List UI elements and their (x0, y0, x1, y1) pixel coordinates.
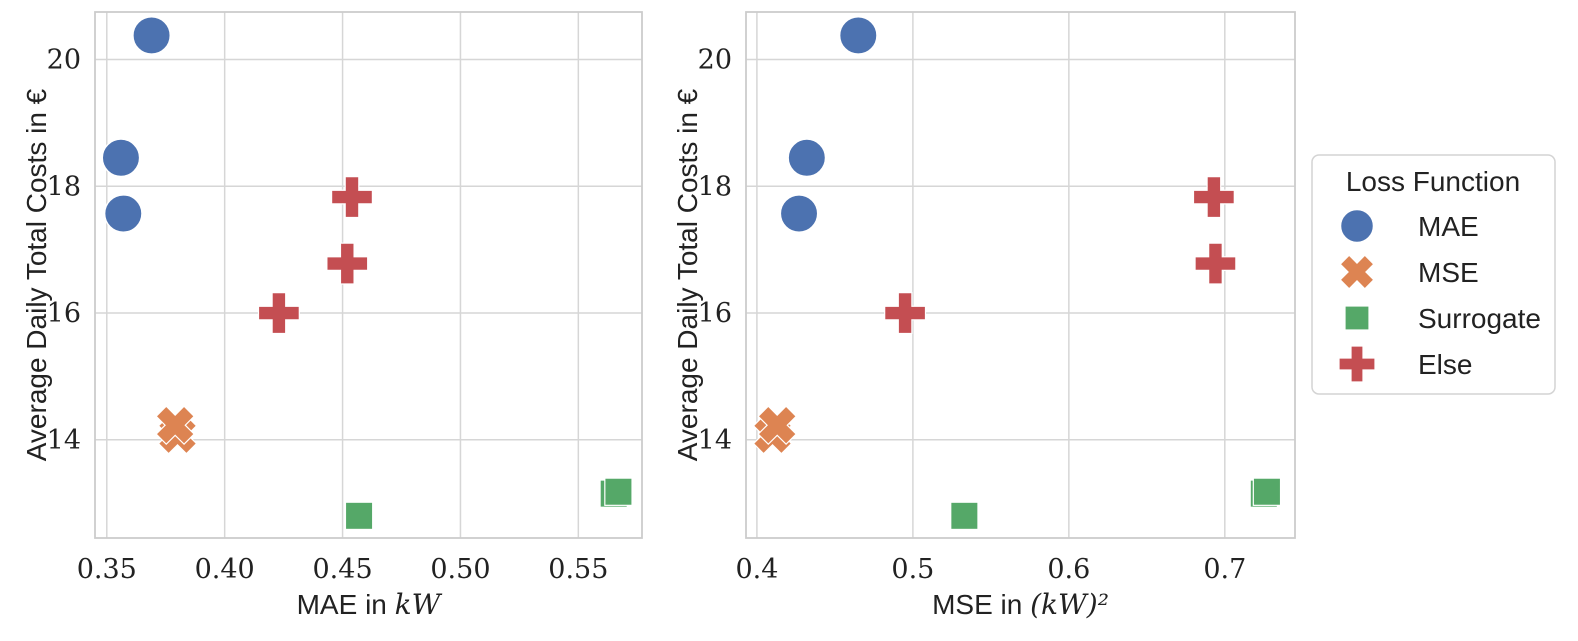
point-surrogate (950, 501, 979, 531)
legend-entry-mse: MSE (1339, 254, 1479, 290)
y-tick-labels: 14 16 18 20 (47, 45, 81, 456)
legend-title: Loss Function (1346, 166, 1520, 197)
plot-frame (94, 11, 643, 539)
y-tick-label: 20 (698, 45, 732, 76)
x-axis-label: MAE in kW (297, 588, 443, 621)
x-axis-label: MSE in (kW)² (932, 588, 1109, 621)
legend-entry-mae: MAE (1339, 208, 1479, 244)
x-axis-label-unit: (kW)² (1030, 588, 1109, 621)
legend-label: MSE (1418, 257, 1479, 288)
point-mae (101, 138, 141, 178)
grid (746, 12, 1295, 538)
y-axis-label: Average Daily Total Costs in € (21, 88, 52, 461)
point-mse (155, 405, 196, 446)
point-mae (779, 194, 819, 233)
y-tick-label: 14 (47, 425, 81, 456)
x-tick-label: 0.55 (548, 554, 608, 585)
grid (95, 12, 642, 538)
x-tick-labels: 0.35 0.40 0.45 0.50 0.55 (77, 554, 609, 585)
point-else (326, 242, 369, 285)
point-else (330, 176, 373, 219)
x-tick-label: 0.7 (1203, 554, 1246, 585)
mse-cost-scatter-chart: 0.4 0.5 0.6 0.7 14 16 18 20 MSE in (kW)² Avera… (672, 11, 1296, 621)
x-axis-label-text: MAE in (297, 589, 395, 620)
point-else (1194, 242, 1237, 285)
point-else (884, 292, 927, 335)
x-tick-label: 0.45 (313, 554, 373, 585)
y-tick-labels: 14 16 18 20 (698, 45, 732, 456)
legend-box (1311, 154, 1556, 395)
plot-frame (745, 11, 1296, 539)
legend-marker (1339, 208, 1375, 244)
x-tick-label: 0.40 (195, 554, 255, 585)
point-else (257, 292, 300, 335)
point-mae (787, 138, 827, 178)
legend-entries: MAE MSE Surrogate Else (1338, 208, 1541, 383)
legend: Loss Function MAE MSE Surrogate Else (1311, 154, 1556, 395)
legend-marker (1339, 254, 1375, 290)
legend-marker (1344, 305, 1370, 331)
x-axis-label-text: MSE in (932, 589, 1030, 620)
point-surrogate (1252, 477, 1282, 506)
legend-label: MAE (1418, 211, 1479, 242)
y-tick-label: 18 (47, 171, 81, 202)
point-mae (838, 15, 878, 55)
x-tick-label: 0.4 (735, 554, 778, 585)
x-tick-labels: 0.4 0.5 0.6 0.7 (735, 554, 1246, 585)
y-tick-label: 18 (698, 171, 732, 202)
legend-entry-surrogate: Surrogate (1344, 303, 1541, 334)
x-tick-label: 0.35 (77, 554, 137, 585)
legend-marker (1338, 345, 1376, 383)
y-tick-label: 16 (47, 298, 81, 329)
y-tick-label: 20 (47, 45, 81, 76)
x-tick-label: 0.50 (430, 554, 490, 585)
y-tick-label: 14 (698, 425, 732, 456)
point-else (1192, 176, 1235, 219)
point-mse (757, 405, 798, 446)
data-points (101, 15, 633, 531)
x-tick-label: 0.5 (891, 554, 934, 585)
y-axis-label: Average Daily Total Costs in € (672, 88, 703, 461)
legend-label: Surrogate (1418, 303, 1541, 334)
x-tick-label: 0.6 (1047, 554, 1090, 585)
point-mae (103, 194, 143, 233)
point-surrogate (604, 477, 633, 506)
point-surrogate (344, 501, 374, 531)
y-tick-label: 16 (698, 298, 732, 329)
legend-entry-else: Else (1338, 345, 1472, 383)
legend-label: Else (1418, 349, 1472, 380)
point-mae (132, 15, 172, 55)
x-axis-label-unit: kW (395, 588, 443, 621)
data-points (752, 15, 1282, 531)
